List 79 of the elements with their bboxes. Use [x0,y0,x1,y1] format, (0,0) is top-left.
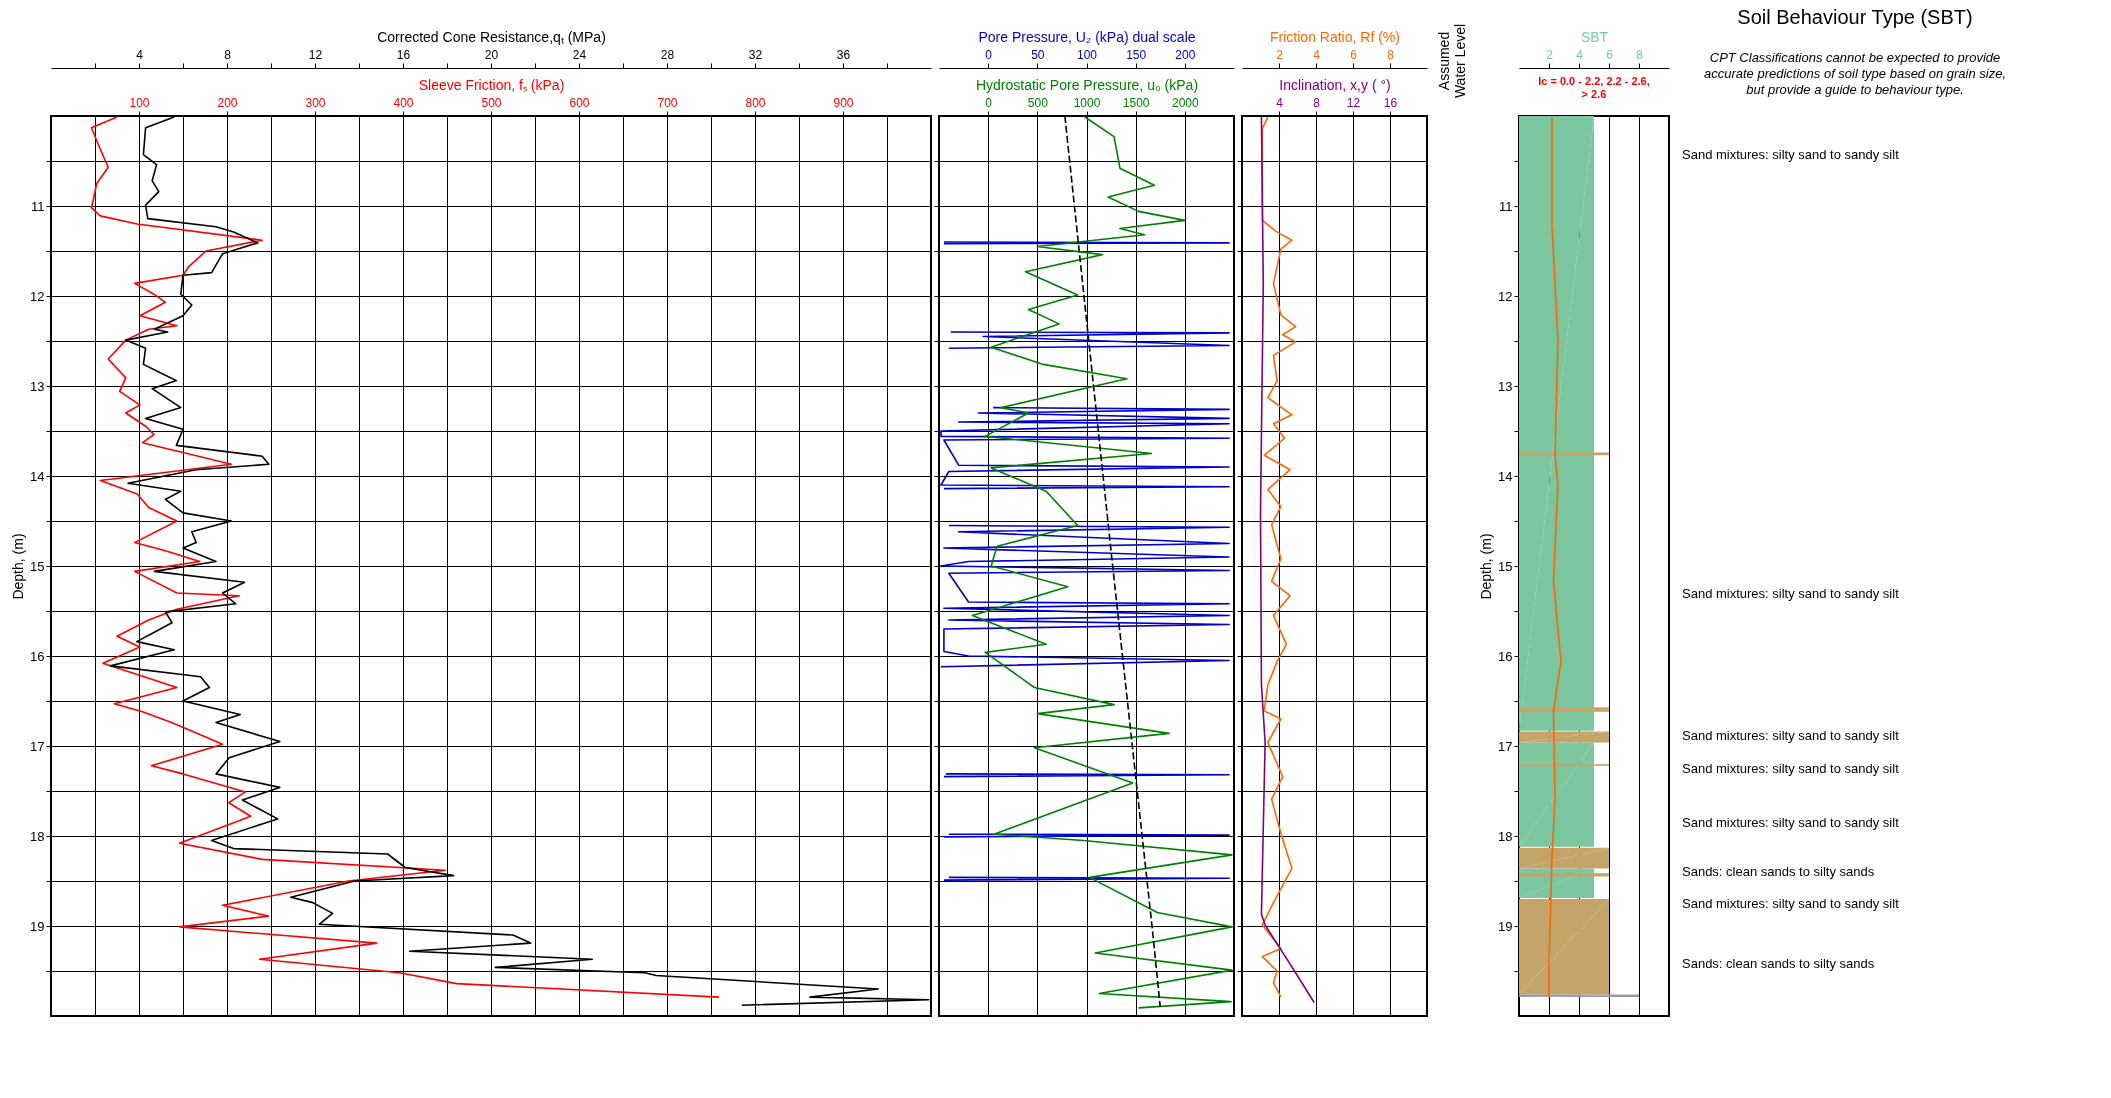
x2-tick-label: 20 [484,47,499,62]
x2-tick-label: 8 [1636,47,1644,62]
y-tick-label: 14 [30,468,45,484]
x2-tick-label: 4 [1313,47,1321,62]
y-tick-label: 17 [30,738,45,754]
x2-tick-label: 6 [1350,47,1358,62]
text: Ic = 0.0 - 2.2, 2.2 - 2.6, > 2.6 [1538,75,1650,100]
x2-tick-label: 100 [1076,47,1098,62]
x-axis-title: Sleeve Friction, fₛ (kPa) [418,76,565,93]
x2-tick-label: 8 [224,47,232,62]
x-tick-label: 16 [1383,95,1398,110]
x-tick-label: 300 [305,95,326,110]
x2-tick-label: 6 [1606,47,1614,62]
x2-axis-title: Pore Pressure, U₂ (kPa) dual scale [978,28,1196,45]
x2-tick-label: 150 [1126,47,1147,62]
x-axis-title: Hydrostatic Pore Pressure, u₀ (kPa) [975,76,1199,93]
x2-tick-label: 12 [308,47,323,62]
x2-tick-label: 32 [748,47,763,62]
x2-tick-label: 24 [572,47,587,62]
y-axis-title: Depth, (m) [10,533,27,600]
x2-axis-title: SBT [1580,28,1609,45]
x-tick-label: 100 [129,95,150,110]
x-tick-label: 600 [569,95,590,110]
x-tick-label: 200 [217,95,238,110]
y-tick-label: 12 [30,288,45,304]
x-tick-label: 1500 [1122,95,1150,110]
x-tick-label: 4 [1276,95,1284,110]
x2-tick-label: 2 [1276,47,1284,62]
x-tick-label: 0 [985,95,993,110]
text: Sand mixtures: silty sand to sandy silt [1682,585,1900,601]
x2-axis-title: Corrected Cone Resistance,qₜ (MPa) [377,28,606,45]
x-tick-label: 900 [833,95,854,110]
x-tick-label: 2000 [1171,95,1199,110]
y-tick-label: 16 [30,648,45,664]
text: CPT Classifications cannot be expected to provide accurate predictions of soil type based on grain size, but provide a guide to behaviour type. [1703,50,2007,97]
x2-axis-title: Friction Ratio, Rf (%) [1270,28,1400,45]
x2-tick-label: 200 [1175,47,1196,62]
x2-tick-label: 2 [1546,47,1554,62]
x2-tick-label: 28 [660,47,675,62]
y-tick-label: 16 [1498,648,1513,664]
text: Soil Behaviour Type (SBT) [1737,6,1973,28]
text: Sands: clean sands to silty sands [1682,955,1875,971]
x2-tick-label: 0 [985,47,993,62]
x-tick-label: 700 [657,95,678,110]
y-tick-label: 13 [1498,378,1513,394]
y-axis-title: Depth, (m) [1478,533,1495,600]
text: Assumed Water Level [1436,23,1468,99]
x-tick-label: 500 [1027,95,1049,110]
y-tick-label: 19 [30,918,45,934]
x-tick-label: 8 [1313,95,1321,110]
y-tick-label: 19 [1498,918,1513,934]
x2-tick-label: 8 [1387,47,1395,62]
text: Sand mixtures: silty sand to sandy silt [1682,814,1900,830]
x-tick-label: 500 [481,95,502,110]
text: Sand mixtures: silty sand to sandy silt [1682,760,1900,776]
x-tick-label: 12 [1346,95,1361,110]
text: Sand mixtures: silty sand to sandy silt [1682,895,1900,911]
x2-tick-label: 4 [136,47,144,62]
text: Sand mixtures: silty sand to sandy silt [1682,728,1900,744]
y-tick-label: 15 [30,558,45,574]
x2-tick-label: 50 [1031,47,1045,62]
y-tick-label: 14 [1498,468,1513,484]
text: Sands: clean sands to silty sands [1682,864,1875,879]
y-tick-label: 12 [1498,288,1513,304]
y-tick-label: 15 [1498,558,1513,574]
y-tick-label: 18 [30,828,45,844]
x2-tick-label: 16 [396,47,411,62]
x-tick-label: 400 [393,95,414,110]
x2-tick-label: 36 [836,47,851,62]
x-tick-label: 800 [745,95,766,110]
x-axis-title: Inclination, x,y ( °) [1279,76,1391,93]
x-tick-label: 1000 [1073,95,1101,110]
text: Sand mixtures: silty sand to sandy silt [1682,146,1900,162]
y-tick-label: 13 [30,378,45,394]
y-tick-label: 17 [1498,738,1513,754]
y-tick-label: 11 [31,198,45,214]
x2-tick-label: 4 [1576,47,1584,62]
y-tick-label: 11 [1499,198,1513,214]
y-tick-label: 18 [1498,828,1513,844]
